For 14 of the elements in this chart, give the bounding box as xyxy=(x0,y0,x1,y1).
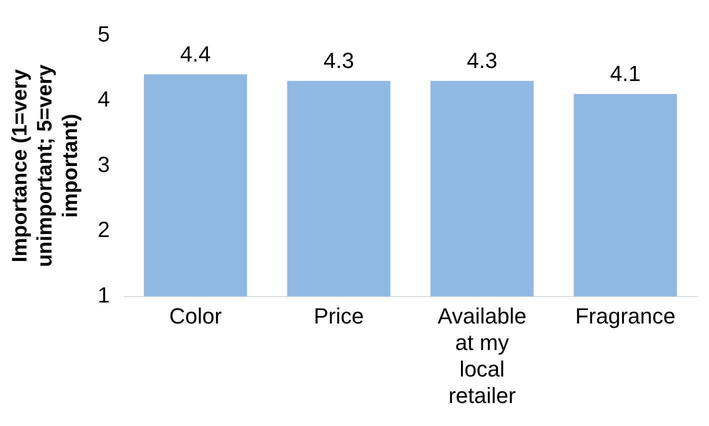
y-tick-label: 5 xyxy=(98,21,110,46)
x-tick-label: Color xyxy=(169,304,222,329)
y-tick-label: 3 xyxy=(98,152,110,177)
data-label: 4.4 xyxy=(180,41,211,66)
y-tick-label: 2 xyxy=(98,217,110,242)
y-tick-label: 1 xyxy=(98,282,110,308)
x-tick-label: Price xyxy=(314,304,364,329)
data-label: 4.3 xyxy=(323,48,354,73)
data-label: 4.3 xyxy=(466,48,498,73)
data-label: 4.1 xyxy=(610,61,641,86)
y-axis-title: Importance (1=very unimportant; 5=very important) xyxy=(8,64,82,268)
x-tick-label: Available at my local retailer xyxy=(438,304,527,408)
y-tick-label: 4 xyxy=(98,86,110,112)
x-tick-label: Fragrance xyxy=(575,304,676,329)
